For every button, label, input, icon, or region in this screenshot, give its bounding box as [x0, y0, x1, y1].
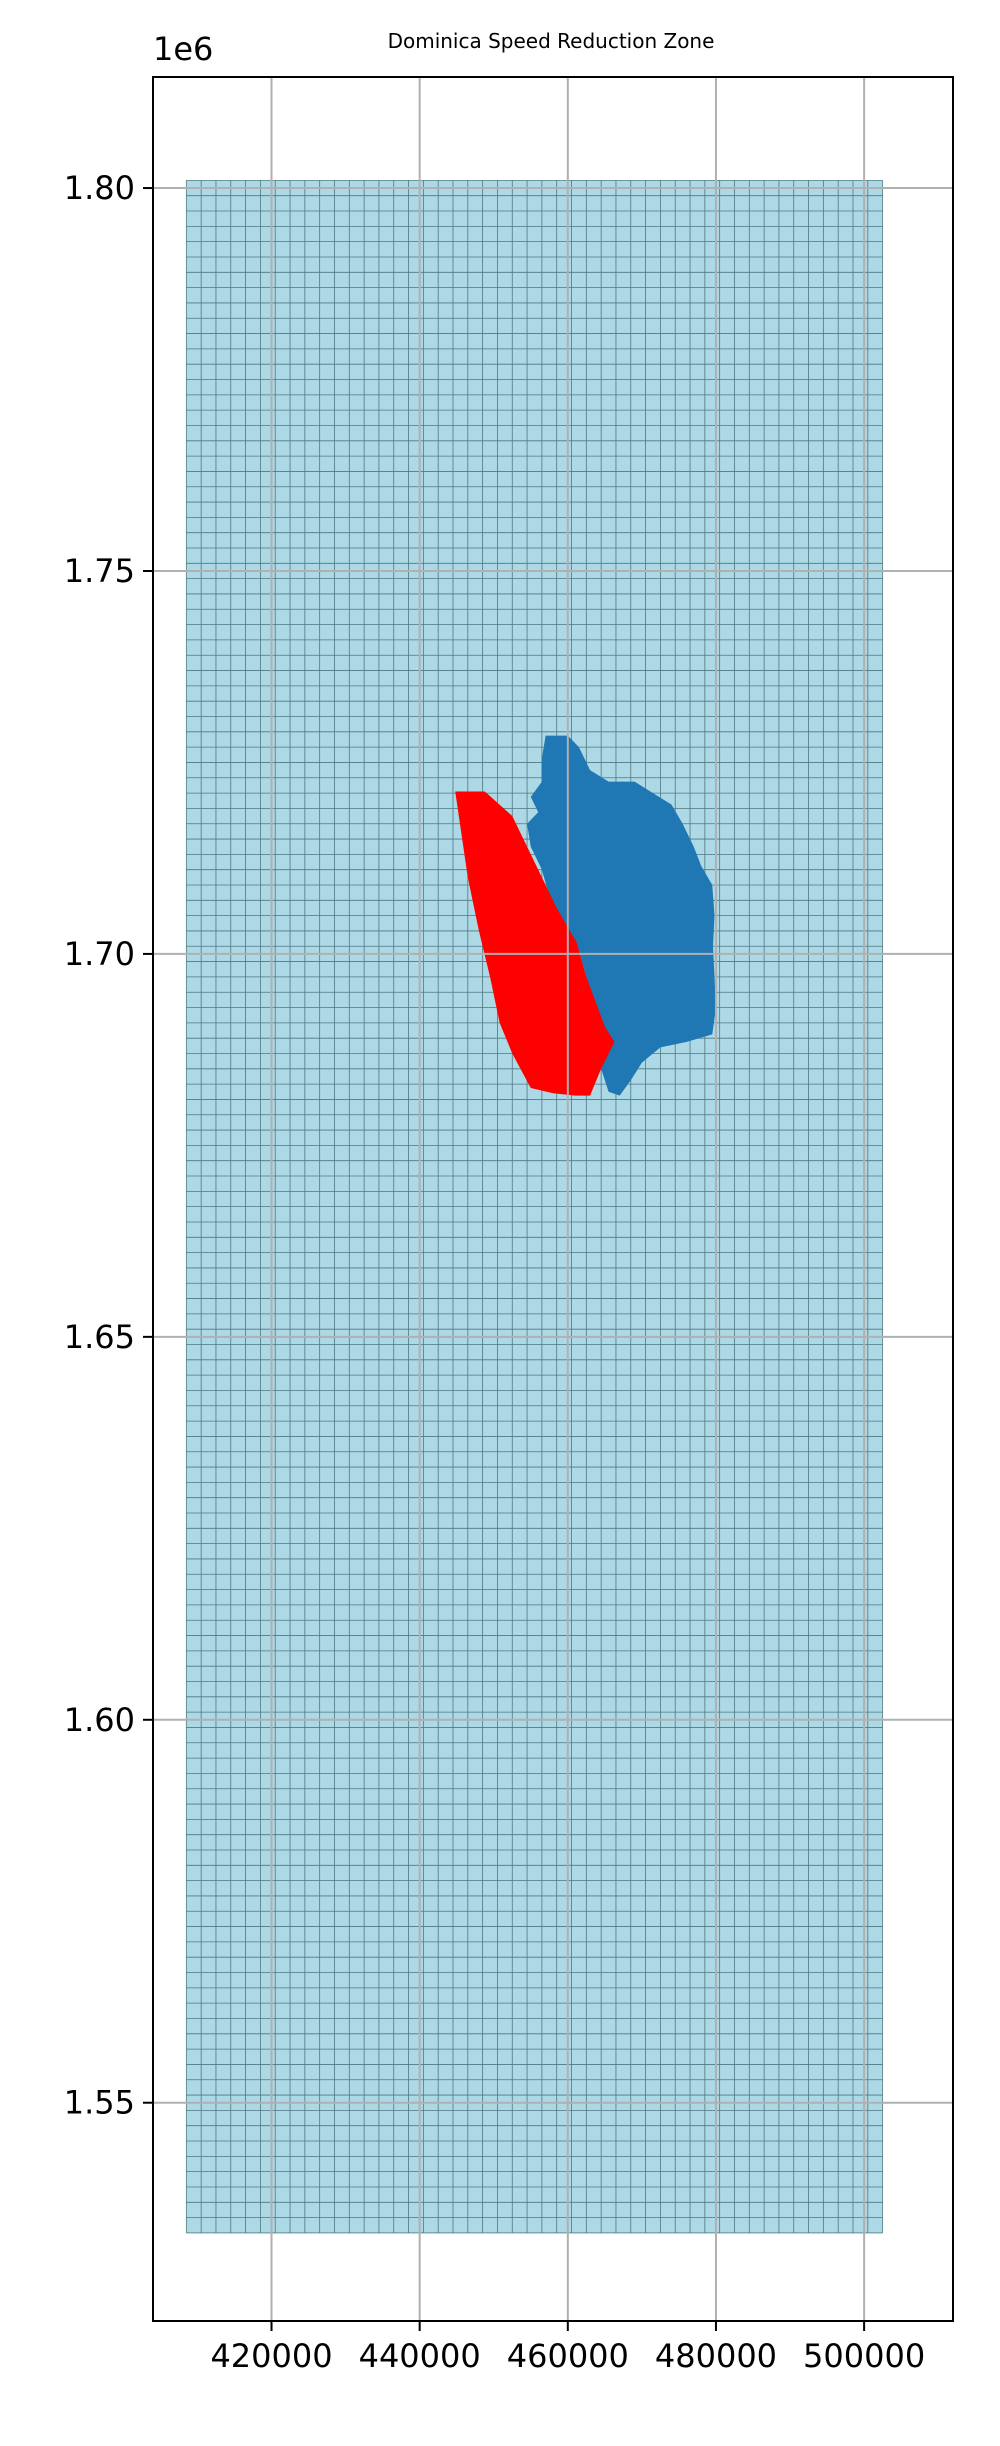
y-tick-label: 1.55 — [64, 2084, 135, 2122]
feature-layer — [455, 735, 716, 1096]
x-tick-label: 500000 — [803, 2337, 925, 2375]
y-tick-label: 1.75 — [64, 552, 135, 590]
y-tick-label: 1.65 — [64, 1318, 135, 1356]
plot-frame — [152, 76, 954, 2322]
dominica-island — [527, 735, 716, 1096]
chart-title: Dominica Speed Reduction Zone — [388, 29, 715, 53]
y-tick-label: 1.80 — [64, 169, 135, 207]
y-offset-label: 1e6 — [153, 30, 213, 68]
x-tick-label: 420000 — [210, 2337, 332, 2375]
y-tick-label: 1.70 — [64, 935, 135, 973]
y-tick-label: 1.60 — [64, 1701, 135, 1739]
speed-reduction-zone — [455, 791, 615, 1096]
ocean-grid-layer — [185, 179, 884, 2234]
x-tick-label: 440000 — [359, 2337, 481, 2375]
x-tick-label: 480000 — [655, 2337, 777, 2375]
x-tick-label: 460000 — [507, 2337, 629, 2375]
axis-gridlines — [153, 77, 953, 2321]
tick-layer: 420000 440000 460000 480000 500000 1.55 1.60 1.… — [64, 169, 925, 2375]
